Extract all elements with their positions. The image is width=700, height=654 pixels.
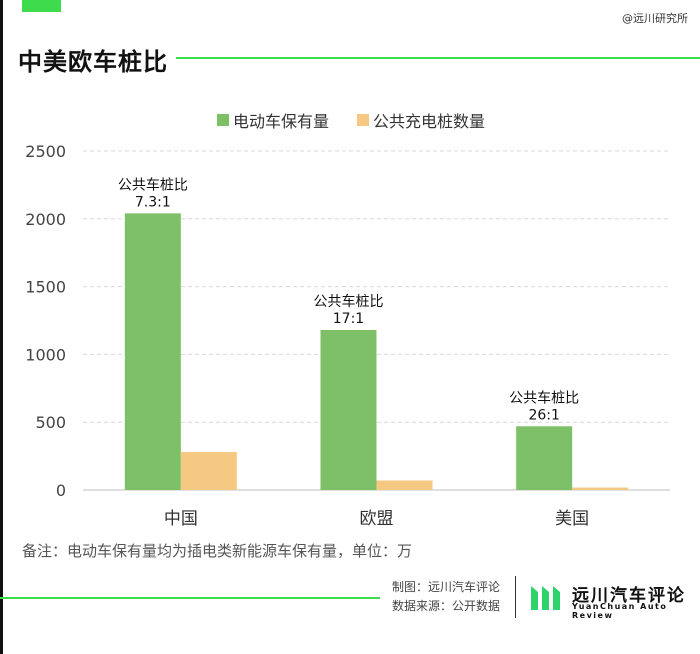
annotation-ratio: 17:1 bbox=[333, 311, 364, 327]
legend-label-charger: 公共充电桩数量 bbox=[373, 112, 486, 131]
y-tick-label: 1000 bbox=[25, 345, 66, 364]
y-tick-label: 500 bbox=[35, 413, 66, 432]
y-tick-label: 2500 bbox=[25, 142, 66, 161]
brand-logo-icon bbox=[531, 586, 560, 610]
bar-charger bbox=[572, 487, 629, 490]
legend-label-ev: 电动车保有量 bbox=[233, 112, 330, 131]
brand-divider bbox=[515, 576, 516, 618]
legend-swatch-charger bbox=[357, 114, 369, 126]
y-tick-label: 0 bbox=[56, 481, 66, 500]
credits: 制图：远川汽车评论 数据来源：公开数据 bbox=[392, 578, 500, 616]
annotation-label: 公共车桩比 bbox=[118, 176, 188, 193]
footnote: 备注：电动车保有量均为插电类新能源车保有量，单位：万 bbox=[22, 542, 413, 560]
bar-ev bbox=[516, 426, 573, 490]
bar-charger bbox=[180, 452, 237, 490]
bar-chart: 05001000150020002500中国公共车桩比7.3:1欧盟公共车桩比1… bbox=[25, 142, 670, 529]
left-border bbox=[0, 0, 3, 654]
y-tick-label: 1500 bbox=[25, 278, 66, 297]
x-tick-label: 美国 bbox=[555, 509, 589, 529]
annotation-ratio: 26:1 bbox=[528, 407, 559, 423]
annotation-ratio: 7.3:1 bbox=[135, 194, 171, 210]
bar-ev bbox=[320, 329, 377, 490]
credit-source: 数据来源：公开数据 bbox=[392, 599, 501, 613]
bottom-rule bbox=[0, 597, 380, 599]
credit-maker: 制图：远川汽车评论 bbox=[392, 580, 501, 594]
top-accent-block bbox=[22, 0, 61, 12]
bar-charger bbox=[376, 480, 433, 490]
annotation-label: 公共车桩比 bbox=[314, 293, 384, 310]
y-tick-label: 2000 bbox=[25, 210, 66, 229]
bar-ev bbox=[124, 213, 181, 490]
annotation-label: 公共车桩比 bbox=[509, 389, 579, 406]
x-tick-label: 中国 bbox=[164, 509, 198, 529]
page-title: 中美欧车桩比 bbox=[18, 48, 168, 76]
legend-item-ev: 电动车保有量 bbox=[217, 108, 329, 132]
brand-subtitle: YuanChuan Auto Review bbox=[572, 602, 668, 620]
title-rule bbox=[176, 57, 700, 59]
x-tick-label: 欧盟 bbox=[360, 509, 394, 529]
legend-item-charger: 公共充电桩数量 bbox=[357, 108, 485, 132]
watermark: @远川研究所 bbox=[622, 12, 688, 25]
legend-swatch-ev bbox=[217, 114, 229, 126]
brand-name: 远川汽车评论 bbox=[572, 586, 686, 606]
chart-legend: 电动车保有量 公共充电桩数量 bbox=[0, 108, 700, 132]
